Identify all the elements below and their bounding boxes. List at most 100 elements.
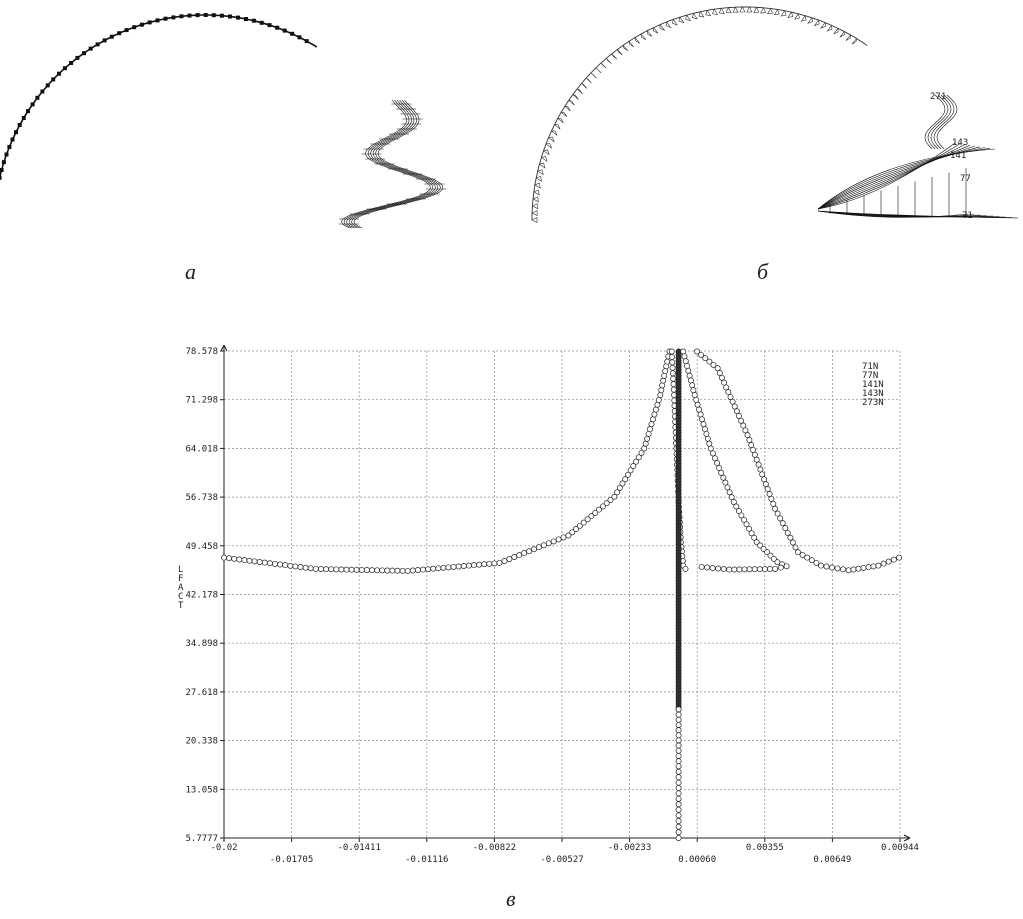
data-point: [633, 458, 640, 465]
data-point: [748, 442, 755, 448]
panel-b-mesh-plot: 271 143 141 77 71: [531, 6, 1019, 223]
data-point: [714, 365, 721, 372]
data-point: [675, 711, 682, 718]
y-tick-label: 49.458: [185, 542, 218, 552]
data-point: [760, 545, 767, 552]
series-line: [223, 351, 670, 572]
panel-b-support: [820, 21, 826, 29]
data-point: [699, 416, 705, 423]
panel-a-node: [17, 123, 22, 127]
data-point: [460, 563, 467, 569]
data-point: [764, 549, 771, 556]
data-point: [691, 392, 698, 398]
panel-b-support: [628, 40, 635, 48]
data-point: [675, 795, 682, 802]
data-point: [712, 455, 718, 462]
panel-b-node-label: 271: [930, 92, 946, 102]
data-point: [231, 555, 238, 562]
series-line: [682, 351, 788, 571]
panel-b-support: [833, 27, 839, 35]
data-point: [777, 515, 784, 522]
data-point: [526, 548, 533, 555]
data-point: [384, 567, 391, 574]
data-point: [736, 413, 742, 419]
data-point: [670, 381, 677, 388]
data-point: [704, 564, 711, 571]
data-point: [455, 563, 462, 570]
data-point: [635, 454, 642, 461]
data-point: [685, 367, 692, 374]
panel-a-node: [132, 25, 137, 30]
data-point: [358, 566, 365, 573]
caption-b: б: [757, 259, 769, 284]
caption-a: а: [185, 259, 196, 284]
data-point: [592, 509, 599, 516]
data-point: [486, 560, 493, 567]
panel-a-node: [228, 14, 232, 19]
data-point: [651, 411, 658, 418]
data-point: [246, 557, 253, 564]
panel-b-support: [531, 203, 538, 210]
panel-b-support: [585, 77, 592, 84]
data-point: [726, 489, 733, 496]
data-point: [746, 566, 753, 573]
panel-b-support: [581, 83, 588, 89]
data-point: [338, 566, 345, 573]
legend-entry: 77N: [862, 371, 878, 381]
data-point: [430, 565, 437, 572]
panel-a-mesh-plot: [0, 13, 447, 229]
data-point: [707, 445, 714, 452]
data-point: [696, 406, 703, 413]
data-point: [829, 564, 835, 571]
data-point: [420, 566, 426, 573]
data-point: [751, 566, 758, 573]
panel-b-support: [725, 7, 732, 14]
data-point: [657, 392, 664, 398]
data-point: [333, 566, 340, 573]
data-point: [753, 539, 760, 546]
panel-b-wedge-lower: [817, 210, 1019, 219]
data-point: [720, 566, 727, 573]
data-point: [668, 348, 675, 355]
panel-b-support: [685, 14, 692, 22]
data-point: [580, 519, 587, 526]
data-point: [804, 554, 811, 561]
x-tick-label: -0.00233: [608, 843, 651, 853]
panel-a-node: [21, 116, 26, 120]
data-point: [746, 525, 753, 532]
panel-a-mesh-line: [351, 99, 441, 229]
data-point: [813, 559, 820, 566]
data-point: [642, 440, 649, 447]
data-point: [721, 379, 728, 386]
data-point: [741, 516, 747, 523]
data-point: [675, 785, 682, 791]
panel-a-node: [244, 17, 248, 21]
data-point: [348, 566, 355, 573]
data-point: [282, 562, 289, 569]
data-point: [729, 398, 736, 405]
panel-b-support: [739, 6, 746, 13]
panel-a-node: [75, 55, 80, 60]
data-point: [599, 503, 606, 510]
panel-b-mesh-line: [924, 94, 946, 150]
data-point: [389, 567, 396, 574]
panel-b-node-label: 77: [960, 174, 971, 184]
panel-b-node-label: 71: [962, 211, 973, 221]
panel-b-mesh-line: [927, 94, 949, 150]
panel-b-support: [718, 7, 725, 14]
data-point: [241, 557, 248, 564]
data-point: [569, 529, 576, 536]
data-point: [611, 493, 618, 500]
panel-a-node: [0, 175, 2, 180]
panel-b-support: [653, 26, 659, 34]
panel-b-support: [826, 24, 833, 32]
data-point: [374, 567, 381, 574]
panel-a-node: [124, 28, 129, 33]
data-point: [850, 566, 857, 573]
panel-a-node: [57, 71, 61, 76]
data-point: [501, 558, 508, 564]
data-point: [328, 566, 335, 573]
data-point: [476, 561, 483, 568]
data-point: [435, 565, 442, 572]
data-point: [638, 449, 645, 456]
